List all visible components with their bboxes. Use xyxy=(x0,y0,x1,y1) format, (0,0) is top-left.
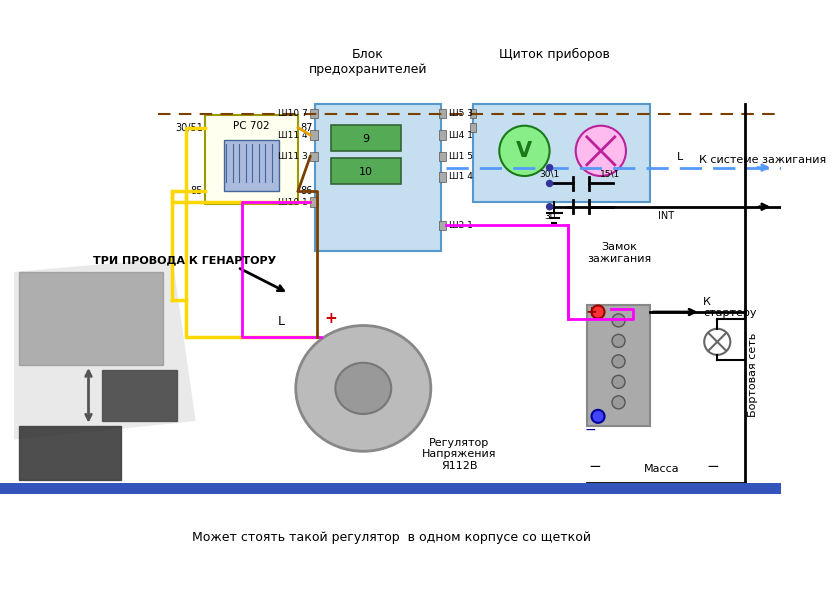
Text: 30\1: 30\1 xyxy=(540,170,560,179)
Text: К системе зажигания: К системе зажигания xyxy=(699,155,826,165)
Circle shape xyxy=(612,314,625,327)
Bar xyxy=(0,484,781,494)
Bar xyxy=(439,109,446,118)
Bar xyxy=(310,130,318,140)
Text: 85: 85 xyxy=(191,186,203,196)
Text: INT: INT xyxy=(658,211,674,221)
Bar xyxy=(331,125,401,151)
Circle shape xyxy=(612,376,625,389)
Text: Ш11 3: Ш11 3 xyxy=(277,152,308,161)
Text: Ш1 5: Ш1 5 xyxy=(449,152,473,161)
Text: 10: 10 xyxy=(360,167,373,177)
Circle shape xyxy=(612,396,625,409)
Text: ТРИ ПРОВОДА К ГЕНАРТОРУ: ТРИ ПРОВОДА К ГЕНАРТОРУ xyxy=(93,256,277,266)
Circle shape xyxy=(576,126,626,176)
Text: L: L xyxy=(677,152,683,162)
Bar xyxy=(470,109,476,118)
Text: L: L xyxy=(278,315,285,328)
Text: Блок
предохранителей: Блок предохранителей xyxy=(308,48,427,76)
Circle shape xyxy=(546,203,553,211)
Text: Ш4 1: Ш4 1 xyxy=(449,131,473,140)
Text: К
стартеру: К стартеру xyxy=(703,297,757,318)
Text: Регулятор
Напряжения
Я112В: Регулятор Напряжения Я112В xyxy=(422,438,496,471)
Bar xyxy=(439,130,446,140)
Text: 15\1: 15\1 xyxy=(600,170,620,179)
Text: 30/51: 30/51 xyxy=(175,122,203,133)
Ellipse shape xyxy=(335,363,391,414)
Circle shape xyxy=(499,126,550,176)
Bar xyxy=(18,426,122,479)
Circle shape xyxy=(592,410,604,423)
Bar xyxy=(470,123,476,132)
Polygon shape xyxy=(14,258,195,439)
Bar xyxy=(587,304,650,426)
Text: +: + xyxy=(324,311,337,326)
Text: 30: 30 xyxy=(544,211,556,220)
Bar xyxy=(439,173,446,181)
Circle shape xyxy=(612,355,625,368)
Text: −: − xyxy=(706,459,719,474)
Bar xyxy=(102,370,177,421)
Text: −: − xyxy=(585,423,597,438)
Text: 86: 86 xyxy=(300,186,313,196)
Circle shape xyxy=(546,180,553,187)
Circle shape xyxy=(612,334,625,347)
Text: Может стоять такой регулятор  в одном корпусе со щеткой: Может стоять такой регулятор в одном кор… xyxy=(192,531,591,544)
Text: 9: 9 xyxy=(363,134,370,144)
Text: 87: 87 xyxy=(300,122,313,133)
Bar xyxy=(18,272,163,365)
Bar xyxy=(224,140,279,191)
Bar xyxy=(331,158,401,184)
Circle shape xyxy=(592,306,604,319)
Ellipse shape xyxy=(296,325,431,451)
Text: Бортовая сеть: Бортовая сеть xyxy=(747,333,758,417)
Bar xyxy=(205,115,298,204)
Bar xyxy=(310,152,318,161)
Text: РС 702: РС 702 xyxy=(233,121,270,131)
Text: −: − xyxy=(588,459,601,474)
Bar xyxy=(439,152,446,161)
Text: Ш1 4: Ш1 4 xyxy=(449,173,473,181)
Text: V: V xyxy=(516,141,532,161)
Bar xyxy=(473,104,650,202)
Text: Ш11 4: Ш11 4 xyxy=(277,131,308,140)
Text: Ш2 1: Ш2 1 xyxy=(449,221,473,230)
Text: Масса: Масса xyxy=(644,464,679,474)
Text: +: + xyxy=(586,305,597,319)
Text: Ш5 3: Ш5 3 xyxy=(449,109,473,118)
Text: Щиток приборов: Щиток приборов xyxy=(499,48,610,61)
Text: Ш10 1: Ш10 1 xyxy=(277,198,308,207)
Bar xyxy=(310,198,318,207)
Text: Замок
зажигания: Замок зажигания xyxy=(587,242,652,264)
Circle shape xyxy=(546,164,553,171)
Text: Ш10 7: Ш10 7 xyxy=(277,109,308,118)
Circle shape xyxy=(704,329,730,355)
Bar xyxy=(310,109,318,118)
Bar xyxy=(315,104,441,251)
Bar xyxy=(439,221,446,230)
